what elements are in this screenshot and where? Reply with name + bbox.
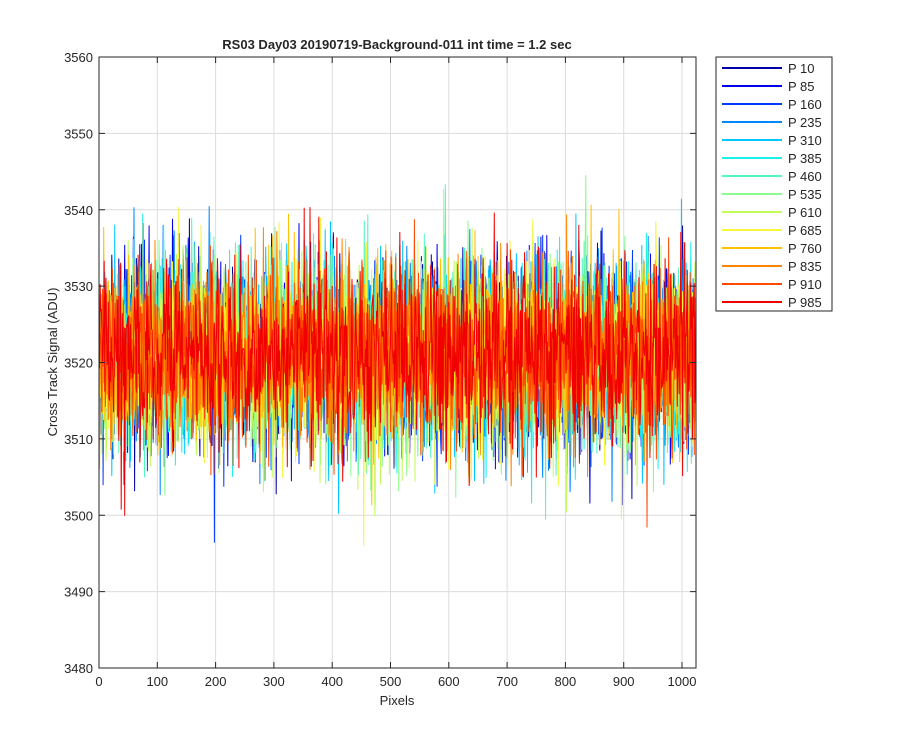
legend-label: P 160 bbox=[788, 97, 822, 112]
legend-label: P 685 bbox=[788, 223, 822, 238]
y-axis-label: Cross Track Signal (ADU) bbox=[45, 288, 60, 437]
series-layer bbox=[99, 175, 697, 546]
legend-label: P 910 bbox=[788, 277, 822, 292]
y-tick-label: 3540 bbox=[64, 203, 93, 218]
series-line-p-910 bbox=[99, 219, 697, 528]
y-tick-label: 3520 bbox=[64, 356, 93, 371]
y-tick-label: 3500 bbox=[64, 508, 93, 523]
y-tick-label: 3480 bbox=[64, 661, 93, 676]
y-tick-label: 3550 bbox=[64, 126, 93, 141]
y-tick-label: 3560 bbox=[64, 50, 93, 65]
series-line-p-985 bbox=[99, 207, 697, 516]
ticks: 0 100 200 300 400 500 600 700 800 900 1000 3480 3490… bbox=[64, 50, 696, 689]
legend-label: P 85 bbox=[788, 79, 815, 94]
x-tick-label: 100 bbox=[146, 674, 168, 689]
legend-label: P 385 bbox=[788, 151, 822, 166]
x-tick-label: 700 bbox=[496, 674, 518, 689]
x-tick-label: 900 bbox=[613, 674, 635, 689]
x-tick-label: 400 bbox=[321, 674, 343, 689]
legend-label: P 460 bbox=[788, 169, 822, 184]
legend-label: P 10 bbox=[788, 61, 815, 76]
x-tick-label: 200 bbox=[205, 674, 227, 689]
legend-box bbox=[715, 56, 833, 312]
legend-label: P 235 bbox=[788, 115, 822, 130]
legend: P 10 P 85 P 160 P 235 P 310 P 385 P 460 P 535 P … bbox=[715, 56, 833, 312]
x-tick-label: 800 bbox=[555, 674, 577, 689]
x-tick-label: 1000 bbox=[668, 674, 697, 689]
legend-label: P 760 bbox=[788, 241, 822, 256]
x-axis-label: Pixels bbox=[380, 693, 415, 708]
y-tick-label: 3530 bbox=[64, 279, 93, 294]
x-tick-label: 500 bbox=[380, 674, 402, 689]
legend-label: P 310 bbox=[788, 133, 822, 148]
x-tick-label: 0 bbox=[95, 674, 102, 689]
x-tick-label: 300 bbox=[263, 674, 285, 689]
y-tick-label: 3510 bbox=[64, 432, 93, 447]
x-tick-label: 600 bbox=[438, 674, 460, 689]
y-tick-label: 3490 bbox=[64, 585, 93, 600]
legend-label: P 835 bbox=[788, 259, 822, 274]
legend-label: P 985 bbox=[788, 295, 822, 310]
chart-title: RS03 Day03 20190719-Background-011 int t… bbox=[222, 37, 571, 52]
legend-label: P 610 bbox=[788, 205, 822, 220]
legend-label: P 535 bbox=[788, 187, 822, 202]
